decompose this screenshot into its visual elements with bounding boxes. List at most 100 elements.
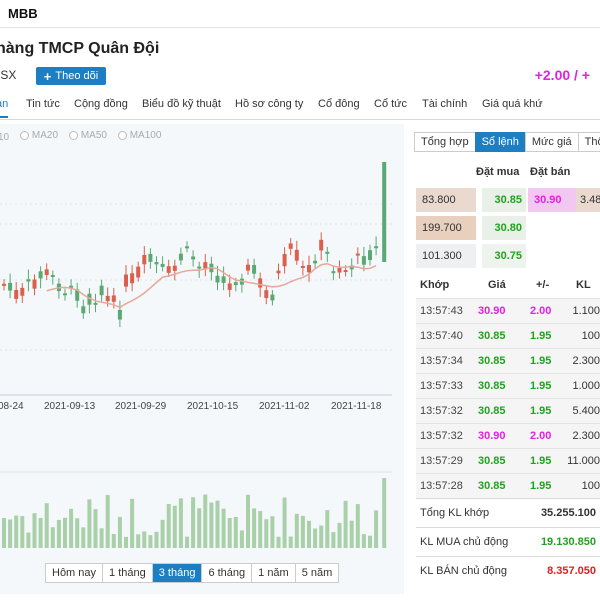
- candle-body: [69, 285, 74, 288]
- range-6m-button[interactable]: 6 tháng: [202, 564, 253, 582]
- candle-body: [111, 295, 116, 302]
- tab-overview[interactable]: an: [0, 98, 9, 118]
- trade-header-volume: KL: [576, 279, 591, 291]
- trade-price: 30.90: [478, 430, 506, 442]
- volume-bar: [14, 515, 19, 548]
- summary-value: 8.357.050: [547, 565, 596, 577]
- ob-sell-price: [528, 244, 576, 268]
- trade-change: 2.00: [530, 430, 552, 442]
- ma100-label: MA100: [129, 130, 162, 141]
- trade-volume: 1.100: [572, 305, 600, 317]
- volume-bar: [178, 498, 183, 548]
- ob-buy-price: 30.80: [482, 216, 526, 240]
- summary-value: 19.130.850: [540, 536, 596, 548]
- volume-bar: [264, 519, 269, 548]
- candle-body: [117, 309, 122, 320]
- trade-change: 1.95: [530, 330, 552, 342]
- summary-value: 35.255.100: [540, 507, 596, 519]
- range-5y-button[interactable]: 5 năm: [301, 567, 333, 579]
- candle-body: [130, 273, 135, 284]
- volume-bar: [337, 522, 342, 548]
- volume-bar: [111, 533, 116, 548]
- candle-body: [160, 263, 165, 267]
- volume-bar: [44, 503, 49, 548]
- tab-community[interactable]: Cộng đồng: [74, 98, 128, 110]
- candle-body: [178, 253, 183, 261]
- volume-bar: [221, 508, 226, 548]
- volume-bar: [87, 499, 92, 548]
- tab-dividends[interactable]: Cổ tức: [374, 98, 408, 110]
- volume-bar: [239, 530, 244, 548]
- radio-icon: [19, 131, 29, 140]
- ma10-toggle[interactable]: 10: [0, 132, 9, 143]
- volume-bar: [154, 531, 159, 548]
- volume-bar: [56, 519, 61, 548]
- ma20-toggle[interactable]: MA20: [19, 130, 58, 141]
- candle-body: [337, 267, 342, 273]
- tab-stats[interactable]: Thố: [577, 132, 600, 152]
- trade-time: 13:57:32: [420, 430, 463, 442]
- tab-company-profile[interactable]: Hồ sơ công ty: [235, 98, 304, 110]
- volume-bar: [105, 494, 110, 548]
- chart-panel: 10 MA20 MA50 MA100 08-24 2021-09-13 2021…: [0, 124, 404, 594]
- candle-body: [368, 250, 372, 260]
- tab-price-history[interactable]: Giá quá khứ: [482, 98, 543, 110]
- candle-body: [38, 271, 43, 279]
- tab-shareholders[interactable]: Cổ đông: [318, 98, 360, 110]
- price-chart[interactable]: [0, 124, 404, 594]
- ma-line: [46, 262, 377, 309]
- candle-body: [203, 262, 208, 270]
- candle-body: [8, 282, 13, 291]
- ob-header-sell: Đặt bán: [530, 166, 571, 178]
- tab-price-levels[interactable]: Mức giá: [524, 132, 578, 152]
- summary-label: KL MUA chủ động: [420, 536, 509, 548]
- tab-order-book[interactable]: Sổ lệnh: [474, 132, 525, 152]
- volume-bar: [50, 527, 55, 548]
- range-today-button[interactable]: Hôm nay: [46, 564, 104, 582]
- trade-change: 1.95: [530, 455, 552, 467]
- trade-time: 13:57:32: [420, 405, 463, 417]
- tab-summary[interactable]: Tổng hợp: [414, 132, 475, 152]
- volume-bar: [26, 532, 31, 548]
- candle-body: [288, 243, 293, 249]
- trade-time: 13:57:40: [420, 330, 463, 342]
- x-axis-label: 2021-09-29: [115, 401, 167, 412]
- follow-button[interactable]: + Theo dõi: [36, 67, 106, 85]
- range-1y-button[interactable]: 1 năm: [252, 564, 296, 582]
- ma50-toggle[interactable]: MA50: [68, 130, 107, 141]
- volume-bar: [252, 508, 257, 548]
- volume-bar: [276, 536, 281, 548]
- price-change: +2.00 / +: [534, 67, 590, 83]
- candle-body: [382, 162, 387, 262]
- volume-bar: [20, 516, 25, 548]
- volume-bar: [185, 536, 189, 548]
- tab-financials[interactable]: Tài chính: [422, 98, 468, 110]
- candle-body: [44, 269, 49, 276]
- volume-bar: [38, 517, 43, 548]
- candle-body: [32, 279, 37, 289]
- ob-sell-price: 30.90: [528, 188, 576, 212]
- tab-news[interactable]: Tin tức: [26, 98, 60, 110]
- trade-price: 30.85: [478, 480, 506, 492]
- volume-bar: [325, 510, 330, 548]
- range-1m-button[interactable]: 1 tháng: [103, 564, 153, 582]
- trade-change: 1.95: [530, 480, 552, 492]
- ma100-toggle[interactable]: MA100: [117, 130, 162, 141]
- candle-body: [264, 290, 269, 299]
- range-3m-button[interactable]: 3 tháng: [152, 564, 203, 582]
- trade-header-price: Giá: [488, 279, 506, 291]
- orderbook-row: 101.300 30.75: [416, 244, 600, 268]
- candle-body: [20, 287, 25, 296]
- volume-bar: [148, 535, 153, 548]
- candle-body: [361, 256, 366, 265]
- top-bar: MBB: [0, 0, 600, 28]
- tab-technical-chart[interactable]: Biểu đồ kỹ thuật: [142, 98, 221, 110]
- candle-body: [93, 302, 98, 305]
- ob-sell-price: [528, 216, 576, 240]
- trade-row: 13:57:29 30.85 1.95 11.000: [416, 448, 600, 473]
- ob-buy-price: 30.75: [482, 244, 526, 268]
- volume-bar: [288, 536, 293, 548]
- volume-bar: [319, 525, 324, 548]
- candle-body: [197, 266, 202, 269]
- trade-time: 13:57:29: [420, 455, 463, 467]
